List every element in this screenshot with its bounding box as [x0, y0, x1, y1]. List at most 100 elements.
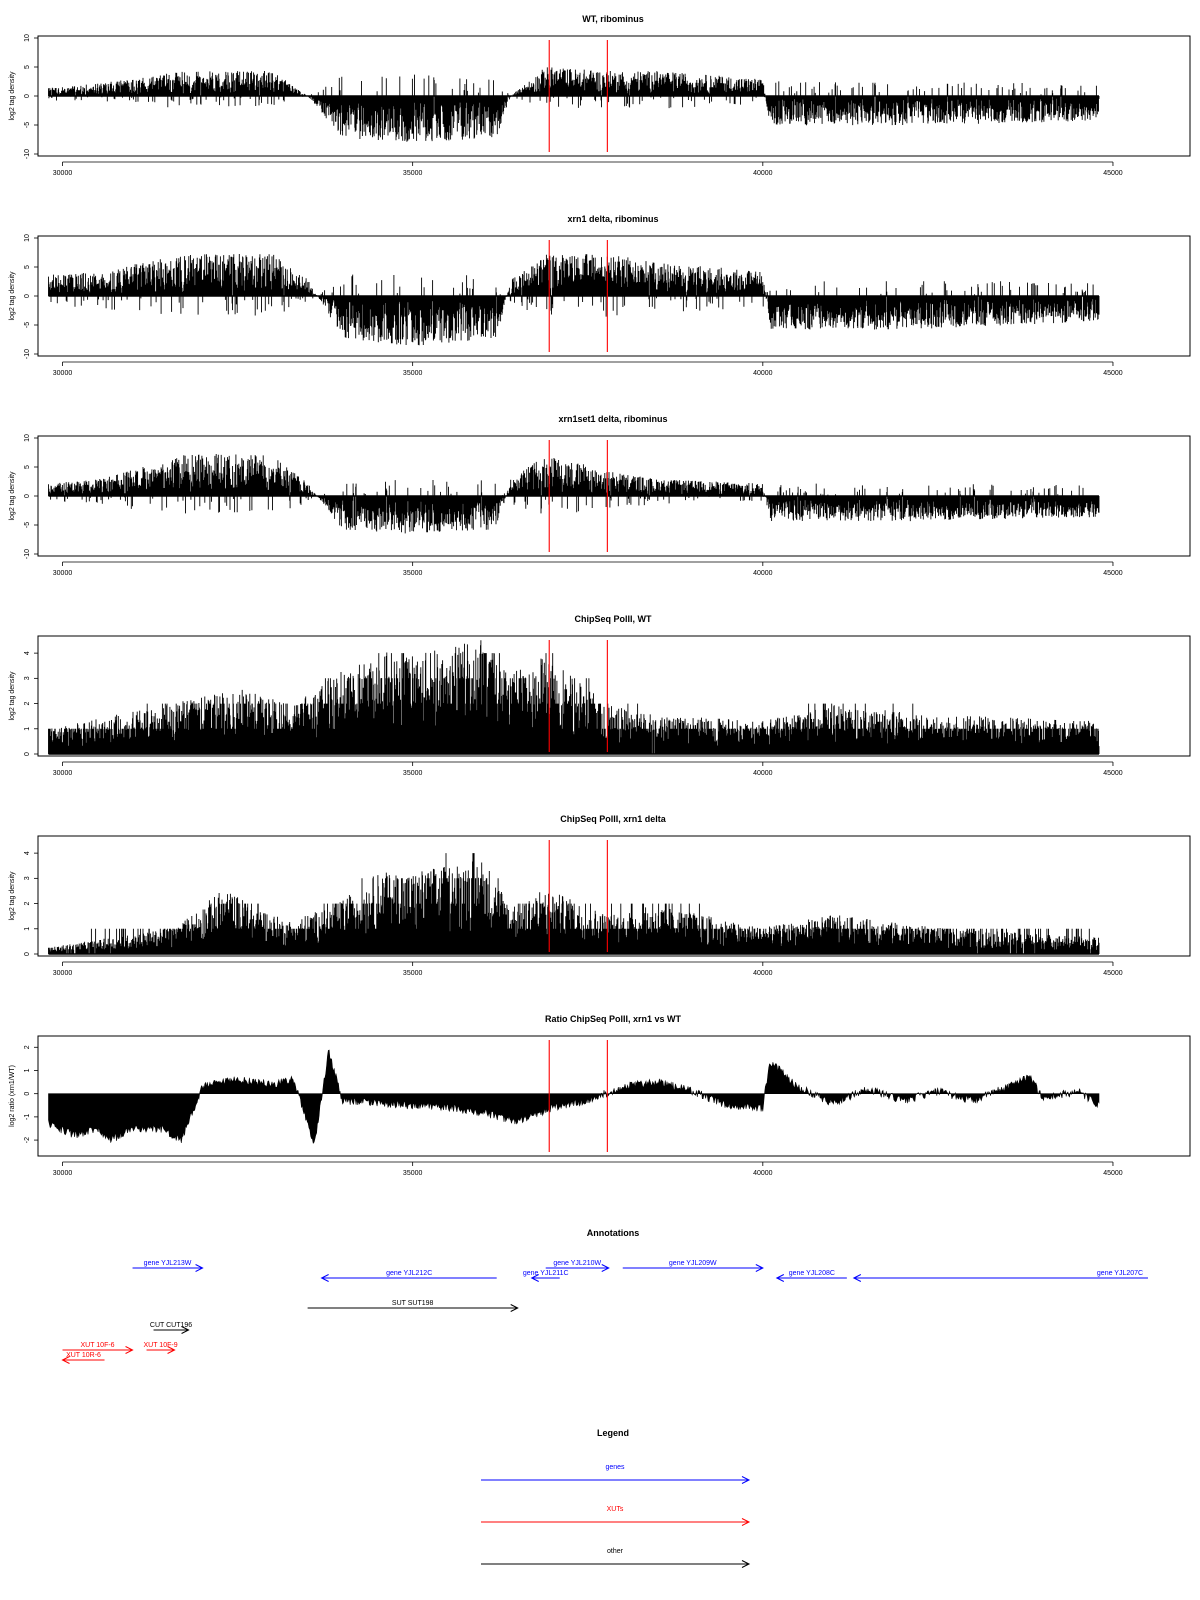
- legend-arrow: [481, 1518, 751, 1526]
- annotation-arrow: [852, 1274, 1148, 1282]
- annotation-arrow: [530, 1274, 560, 1282]
- x-tick-label: 45000: [1103, 170, 1123, 177]
- y-tick-label: 0: [24, 752, 31, 756]
- legend-label: other: [607, 1548, 624, 1555]
- annotation-label: gene YJL210W: [553, 1260, 601, 1267]
- track-panel-2: xrn1set1 delta, ribominus log2 tag densit…: [9, 414, 1191, 577]
- annotation-arrow: [146, 1346, 176, 1354]
- y-axis-label: log2 ratio (xrn1/WT): [9, 1065, 16, 1127]
- x-tick-label: 40000: [753, 770, 773, 777]
- x-tick-label: 30000: [53, 370, 73, 377]
- x-tick-label: 35000: [403, 970, 423, 977]
- arrow-head: [195, 1264, 204, 1272]
- track-panel-3: ChipSeq PolII, WT log2 tag density 4 3 2 1 0 30…: [9, 614, 1191, 777]
- x-tick-label: 40000: [753, 570, 773, 577]
- x-tick-label: 45000: [1103, 770, 1123, 777]
- x-tick-label: 30000: [53, 770, 73, 777]
- y-tick-label: 0: [24, 1092, 31, 1096]
- panel-title: WT, ribominus: [582, 14, 644, 24]
- annotation-label: gene YJL211C: [523, 1270, 569, 1277]
- x-tick-label: 30000: [53, 1170, 73, 1177]
- ratio-area: [48, 1049, 1100, 1144]
- arrow-head: [61, 1356, 70, 1364]
- y-tick-label: -1: [24, 1114, 31, 1120]
- plot-frame: [37, 1035, 1191, 1157]
- arrow-head: [510, 1304, 519, 1312]
- annotation-label: gene YJL212C: [386, 1270, 432, 1277]
- plot-frame: [37, 635, 1191, 757]
- annotation-label: XUT 10F-6: [80, 1342, 114, 1349]
- y-tick-label: 10: [24, 434, 31, 442]
- y-tick-label: 3: [24, 676, 31, 680]
- signal-bars: [48, 853, 1100, 954]
- arrow-head: [530, 1274, 539, 1282]
- legend-arrow: [481, 1476, 751, 1484]
- y-tick-label: 10: [24, 234, 31, 242]
- annotation-arrow: [153, 1326, 190, 1334]
- x-tick-label: 45000: [1103, 1170, 1123, 1177]
- y-tick-label: 2: [24, 702, 31, 706]
- annotation-arrow: [775, 1274, 847, 1282]
- y-tick-label: 0: [24, 952, 31, 956]
- arrow-head: [741, 1560, 751, 1568]
- panel-title: xrn1 delta, ribominus: [567, 214, 658, 224]
- y-tick-label: 2: [24, 902, 31, 906]
- arrow-head: [775, 1274, 785, 1282]
- y-tick-label: 4: [24, 651, 31, 655]
- y-tick-label: 2: [24, 1045, 31, 1049]
- arrow-head: [755, 1264, 764, 1272]
- annotation-arrow: [320, 1274, 497, 1282]
- legend-arrow: [481, 1560, 751, 1568]
- y-tick-label: 1: [24, 1068, 31, 1072]
- annotations-panel: Annotations gene YJL213W gene YJL212C gene …: [61, 1228, 1148, 1364]
- annotations-title: Annotations: [587, 1228, 640, 1238]
- track-panel-5: Ratio ChipSeq PolII, xrn1 vs WT log2 rati…: [9, 1014, 1191, 1177]
- track-panel-1: xrn1 delta, ribominus log2 tag density 10 5…: [9, 214, 1191, 377]
- y-axis-label: log2 tag density: [9, 871, 16, 921]
- x-tick-label: 40000: [753, 370, 773, 377]
- y-tick-label: 1: [24, 927, 31, 931]
- x-tick-label: 35000: [403, 770, 423, 777]
- arrow-head: [167, 1346, 176, 1354]
- y-axis-label: log2 tag density: [9, 271, 16, 321]
- y-tick-label: 5: [24, 265, 31, 269]
- legend-title: Legend: [597, 1428, 629, 1438]
- x-tick-label: 40000: [753, 1170, 773, 1177]
- panel-title: ChipSeq PolII, WT: [575, 614, 652, 624]
- signal-bars: [48, 454, 1100, 534]
- x-tick-label: 30000: [53, 570, 73, 577]
- panel-title: ChipSeq PolII, xrn1 delta: [560, 814, 667, 824]
- y-tick-label: 0: [24, 294, 31, 298]
- signal-bars: [48, 67, 1100, 142]
- y-tick-label: -2: [24, 1137, 31, 1143]
- annotation-label: gene YJL207C: [1097, 1270, 1143, 1277]
- annotation-arrow: [307, 1304, 519, 1312]
- x-tick-label: 30000: [53, 970, 73, 977]
- annotation-label: SUT SUT198: [392, 1300, 434, 1307]
- legend-panel: Legend genes XUTs other: [481, 1428, 751, 1568]
- annotation-arrow: [62, 1346, 134, 1354]
- x-tick-label: 45000: [1103, 970, 1123, 977]
- signal-bars: [48, 640, 1100, 754]
- y-tick-label: 1: [24, 727, 31, 731]
- legend-label: XUTs: [607, 1506, 624, 1513]
- y-tick-label: 3: [24, 876, 31, 880]
- legend-label: genes: [605, 1464, 625, 1471]
- y-tick-label: -10: [24, 549, 31, 559]
- track-panel-0: WT, ribominus log2 tag density 10 5 0 -5 -10 30…: [9, 14, 1191, 177]
- y-tick-label: 10: [24, 34, 31, 42]
- annotation-label: XUT 10F-9: [143, 1342, 177, 1349]
- y-tick-label: 4: [24, 851, 31, 855]
- x-tick-label: 30000: [53, 170, 73, 177]
- arrow-head: [181, 1326, 190, 1334]
- annotation-label: gene YJL208C: [789, 1270, 835, 1277]
- x-tick-label: 35000: [403, 570, 423, 577]
- x-tick-label: 40000: [753, 170, 773, 177]
- annotation-arrow: [545, 1264, 610, 1272]
- signal-bars: [48, 254, 1100, 346]
- panel-title: Ratio ChipSeq PolII, xrn1 vs WT: [545, 1014, 682, 1024]
- track-panel-4: ChipSeq PolII, xrn1 delta log2 tag densit…: [9, 814, 1191, 977]
- y-tick-label: -5: [24, 322, 31, 328]
- annotation-label: XUT 10R-6: [66, 1352, 101, 1359]
- annotation-label: CUT CUT196: [150, 1322, 192, 1329]
